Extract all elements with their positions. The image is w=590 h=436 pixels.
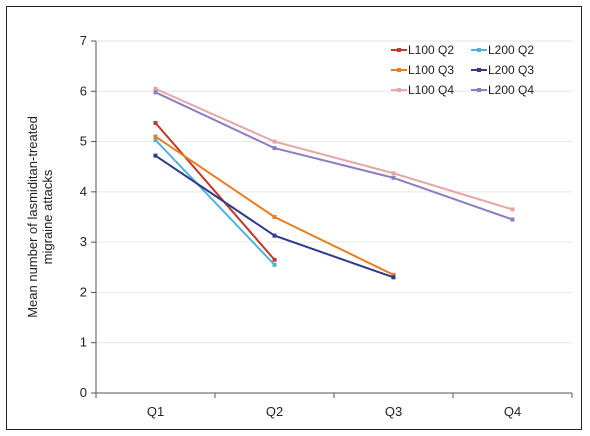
y-tick-label: 2 [80,284,87,299]
legend-item-l200-q3: L200 Q3 [471,63,534,77]
data-point-l200-q4 [510,217,515,222]
gridlines [96,40,572,344]
legend-item-l100-q2: L100 Q2 [391,43,454,57]
series-l100-q4 [153,86,515,212]
x-tick-label-q4: Q4 [504,404,521,419]
data-point-l100-q2 [153,120,158,125]
y-tick-label: 7 [80,33,87,48]
data-point-l100-q2 [272,257,277,262]
y-axis-title-line: migraine attacks [40,169,55,264]
data-point-l100-q4 [153,86,158,91]
y-tick-label: 4 [80,184,87,199]
data-point-l200-q3 [272,233,277,238]
y-tick-label: 0 [80,385,87,400]
data-point-l100-q4 [510,207,515,212]
legend-marker [397,68,401,72]
legend-marker [477,68,481,72]
data-point-l200-q2 [153,138,158,143]
data-point-l200-q2 [272,262,277,267]
series-line-l100-q2 [154,122,276,261]
axes [91,40,573,398]
legend-marker [477,48,481,52]
legend-item-l100-q4: L100 Q4 [391,83,454,97]
series-l100-q2 [153,120,277,262]
data-point-l100-q4 [272,139,277,144]
legend-label: L100 Q4 [408,83,454,97]
legend-item-l200-q4: L200 Q4 [471,83,534,97]
legend-label: L200 Q3 [488,63,534,77]
y-tick-label: 1 [80,335,87,350]
y-tick-label: 6 [80,83,87,98]
y-tick-labels: 0 1 2 3 4 5 6 7 [80,33,87,400]
y-axis-title: Mean number of lasmiditan-treatedmigrain… [25,116,55,318]
legend: L100 Q2 L200 Q2 L100 Q3 L200 Q3 L100 Q4 L200 … [391,43,534,97]
legend-label: L100 Q3 [408,63,454,77]
y-tick-label: 5 [80,134,87,149]
legend-marker [477,88,481,92]
x-tick-label-q3: Q3 [385,404,402,419]
legend-label: L200 Q2 [488,43,534,57]
x-tick-label-q2: Q2 [266,404,283,419]
series-l200-q3 [153,153,396,280]
y-axis-title-line: Mean number of lasmiditan-treated [25,116,40,318]
data-point-l200-q4 [153,90,158,95]
data-point-l100-q4 [391,171,396,176]
series-line-l100-q4 [155,87,513,211]
series-line-l100-q3 [154,135,394,276]
series-l200-q2 [153,138,277,267]
data-point-l100-q3 [153,134,158,139]
legend-marker [397,48,401,52]
legend-item-l100-q3: L100 Q3 [391,63,454,77]
data-point-l100-q3 [391,272,396,277]
legend-label: L200 Q4 [488,83,534,97]
legend-label: L100 Q2 [408,43,454,57]
series-l100-q3 [153,134,396,277]
data-point-l200-q4 [391,175,396,180]
series-line-l200-q2 [154,139,276,266]
data-point-l200-q3 [391,275,396,280]
data-point-l200-q3 [153,153,158,158]
y-tick-label: 3 [80,234,87,249]
data-point-l100-q3 [272,215,277,219]
series-line-l200-q4 [155,91,513,221]
legend-item-l200-q2: L200 Q2 [471,43,534,57]
series-group [153,86,515,280]
x-tick-label-q1: Q1 [147,404,164,419]
legend-marker [397,88,401,92]
data-point-l200-q4 [272,146,277,151]
x-tick-labels: Q1 Q2 Q3 Q4 [147,404,521,419]
series-l200-q4 [153,90,515,222]
